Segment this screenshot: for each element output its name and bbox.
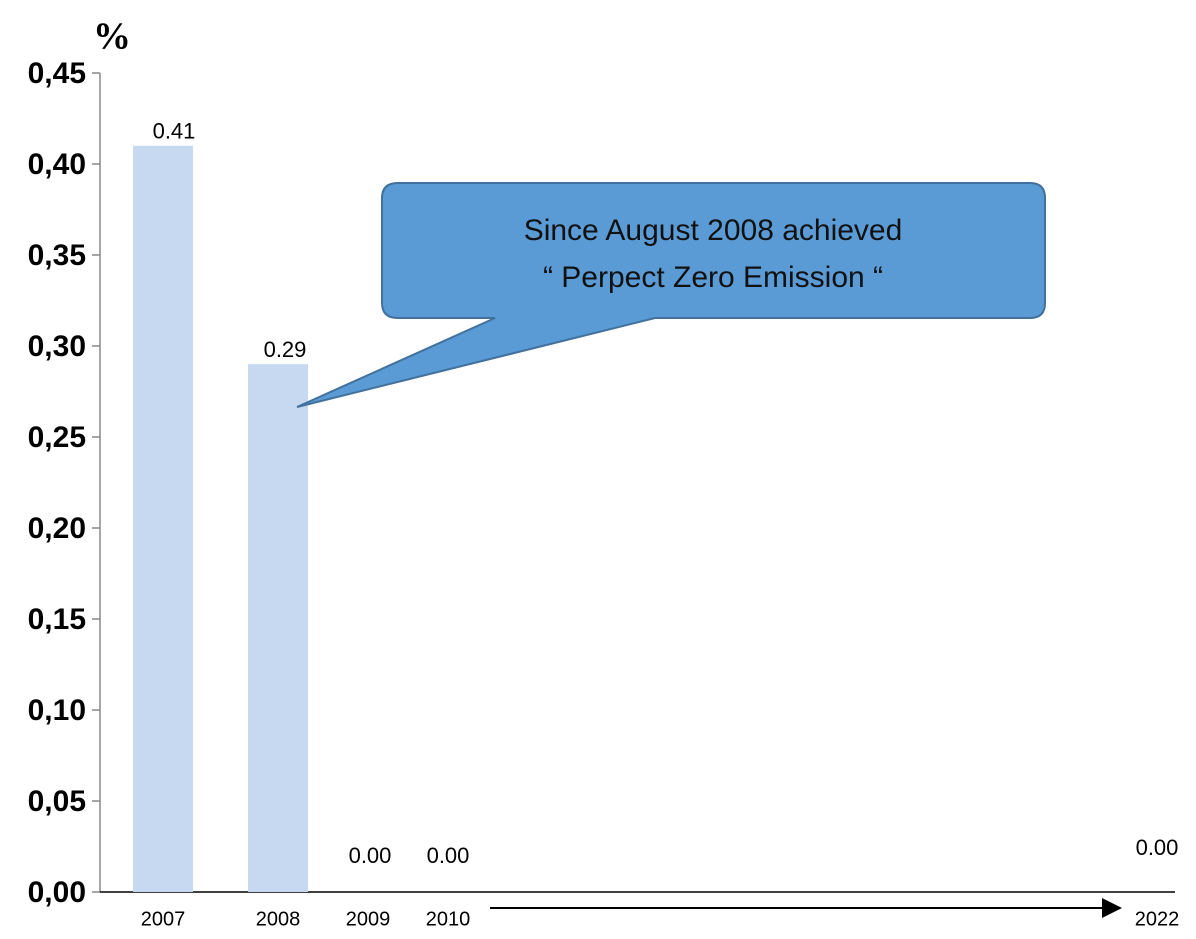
x-tick-label: 2010 xyxy=(426,908,471,930)
x-tick-label: 2009 xyxy=(346,908,391,930)
x-tick-label: 2007 xyxy=(141,908,186,930)
y-axis-label: % xyxy=(93,16,131,58)
data-label: 0.29 xyxy=(264,337,307,362)
x-tick-label: 2008 xyxy=(256,908,301,930)
data-label: 0.00 xyxy=(427,843,470,868)
callout xyxy=(296,182,1046,408)
y-tick-label: 0,40 xyxy=(28,148,86,181)
y-tick-label: 0,00 xyxy=(28,876,86,909)
x-tick-label: 2022 xyxy=(1135,908,1180,930)
data-label: 0.00 xyxy=(349,843,392,868)
y-tick-label: 0,35 xyxy=(28,239,86,272)
y-tick-label: 0,10 xyxy=(28,694,86,727)
data-label: 0.41 xyxy=(153,119,196,144)
y-tick-label: 0,20 xyxy=(28,512,86,545)
y-tick-label: 0,15 xyxy=(28,603,86,636)
y-tick-label: 0,45 xyxy=(28,57,86,90)
annotation-line: “ Perpect Zero Emission “ xyxy=(543,261,883,294)
annotation-line: Since August 2008 achieved xyxy=(524,214,903,247)
bar xyxy=(248,364,308,892)
bar xyxy=(133,145,193,893)
y-tick-label: 0,05 xyxy=(28,785,86,818)
y-tick-label: 0,25 xyxy=(28,421,86,454)
y-tick-label: 0,30 xyxy=(28,330,86,363)
data-label: 0.00 xyxy=(1136,835,1179,860)
